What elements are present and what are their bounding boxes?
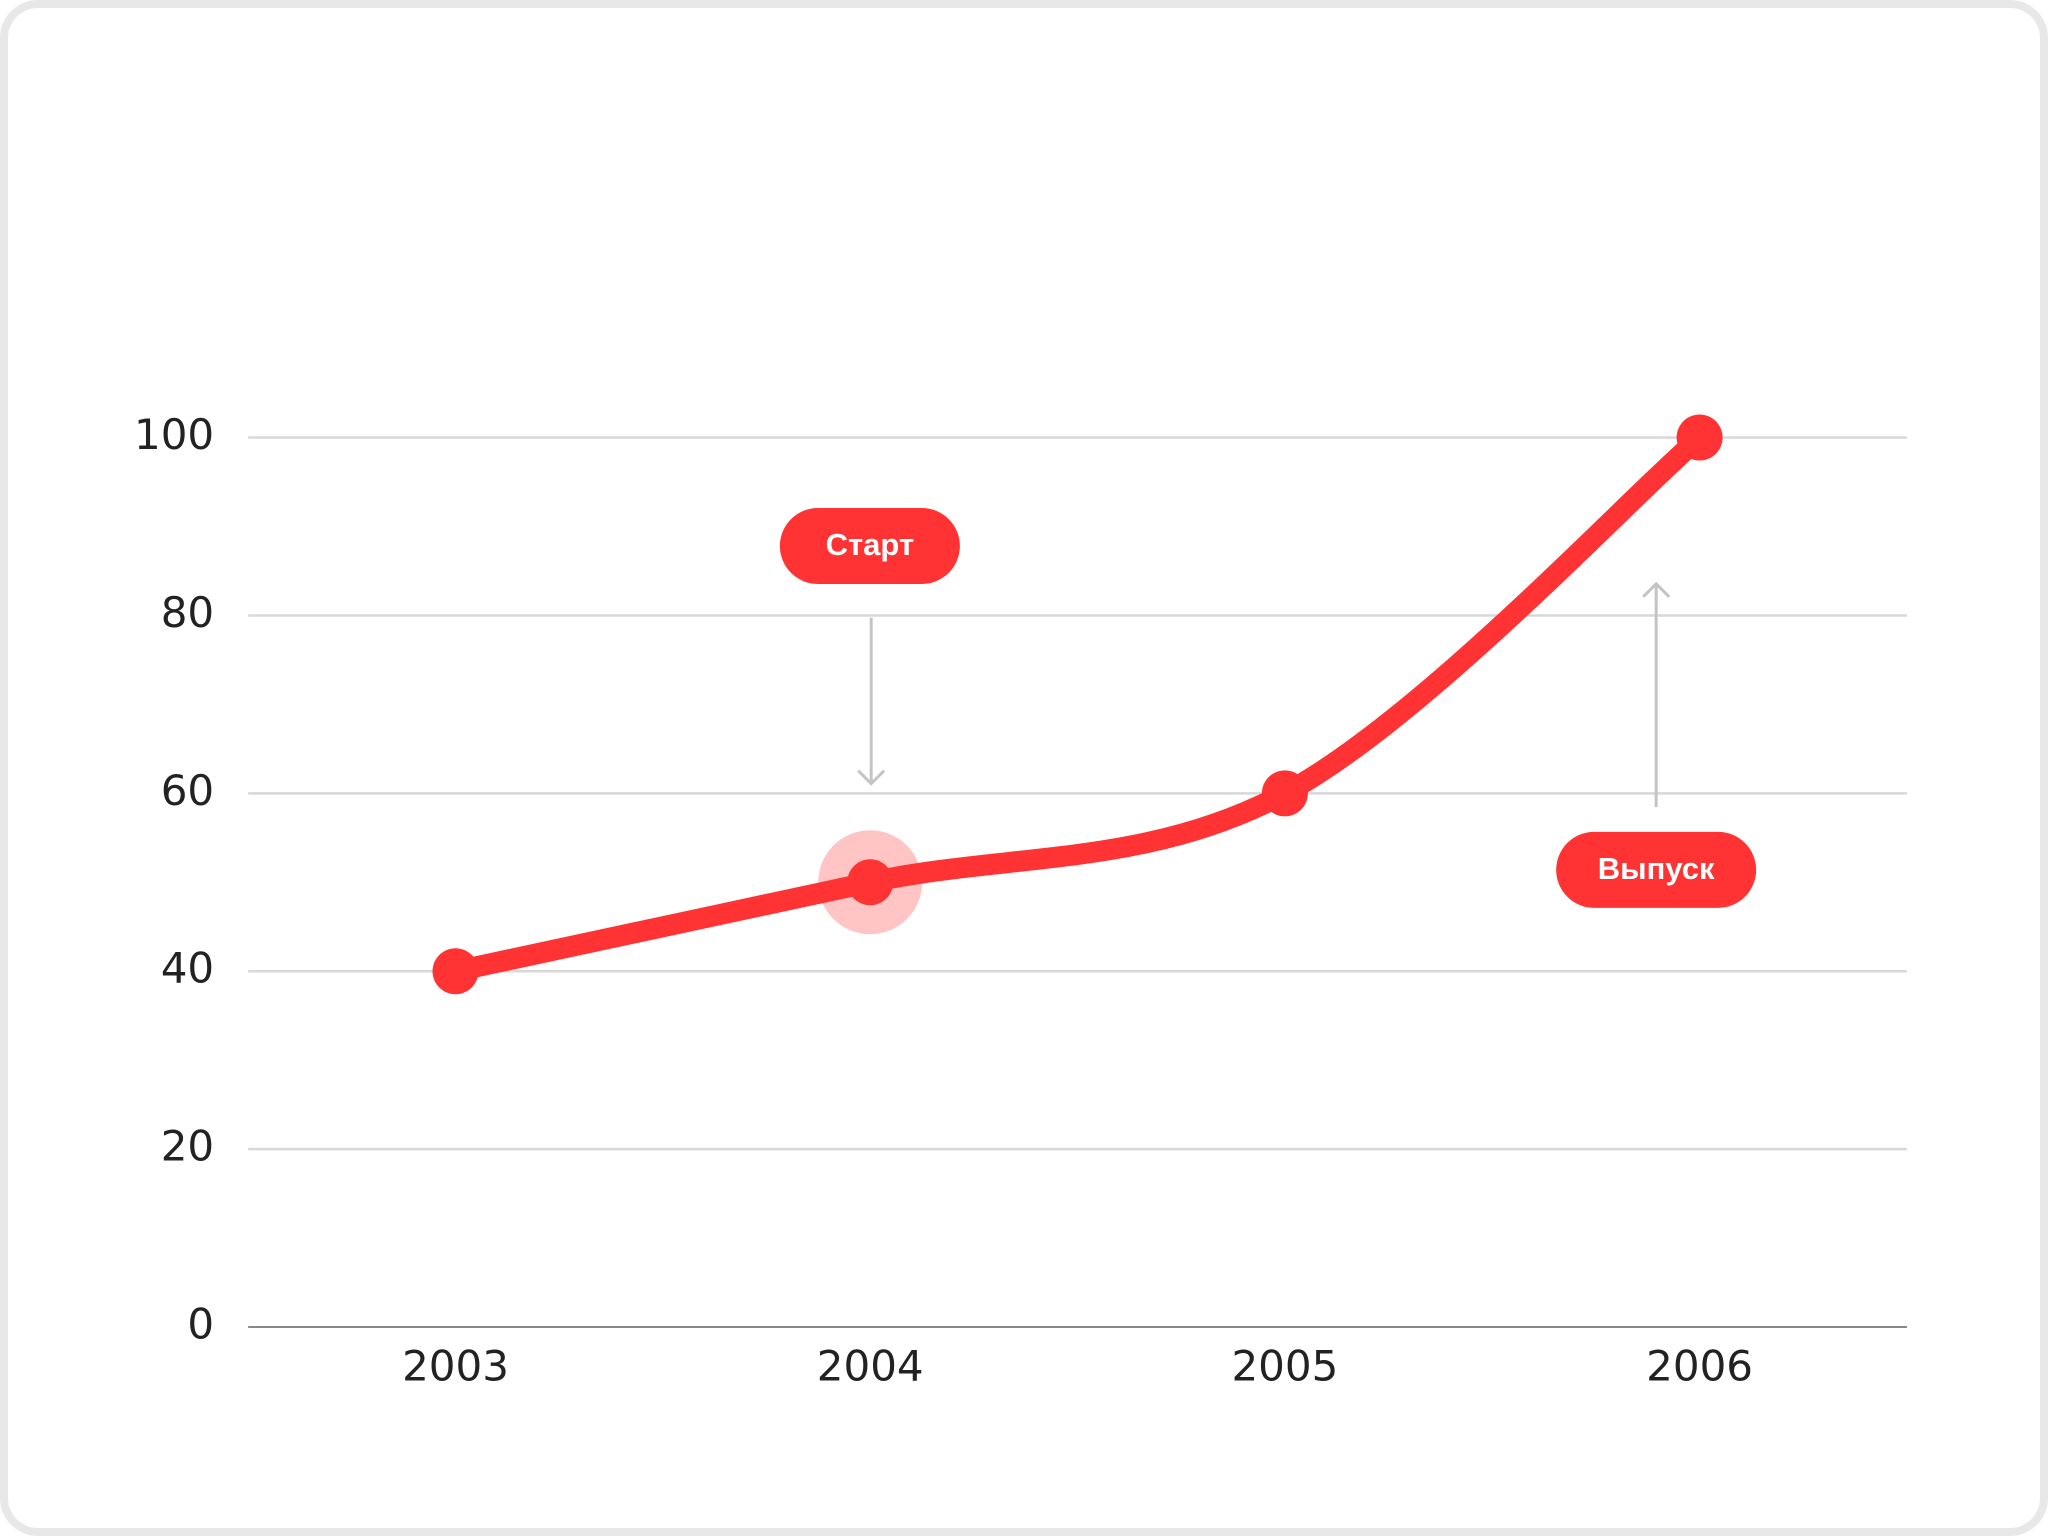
- annotation-arrow-head: [1642, 581, 1671, 598]
- annotation-pill: [779, 507, 960, 584]
- point: [1676, 414, 1723, 461]
- annotation-label: Старт: [826, 527, 915, 562]
- y-tick-label: 60: [161, 766, 214, 815]
- line: [445, 427, 1711, 982]
- point: [1261, 770, 1308, 817]
- y-tick-label: 80: [161, 588, 214, 637]
- annotation-label: Выпуск: [1598, 851, 1715, 886]
- y-tick-label: 20: [161, 1122, 214, 1171]
- x-tick-label: 2004: [817, 1342, 924, 1391]
- point: [432, 948, 479, 995]
- annotation-arrow-head: [857, 769, 886, 786]
- y-tick-label: 0: [187, 1300, 214, 1349]
- x-tick-label: 2005: [1231, 1342, 1338, 1391]
- x-tick-label: 2003: [402, 1342, 509, 1391]
- x-tick-label: 2006: [1646, 1342, 1753, 1391]
- y-tick-label: 40: [161, 944, 214, 993]
- annotation-pill: [1556, 831, 1757, 908]
- y-tick-label: 100: [134, 410, 214, 459]
- point: [847, 859, 894, 906]
